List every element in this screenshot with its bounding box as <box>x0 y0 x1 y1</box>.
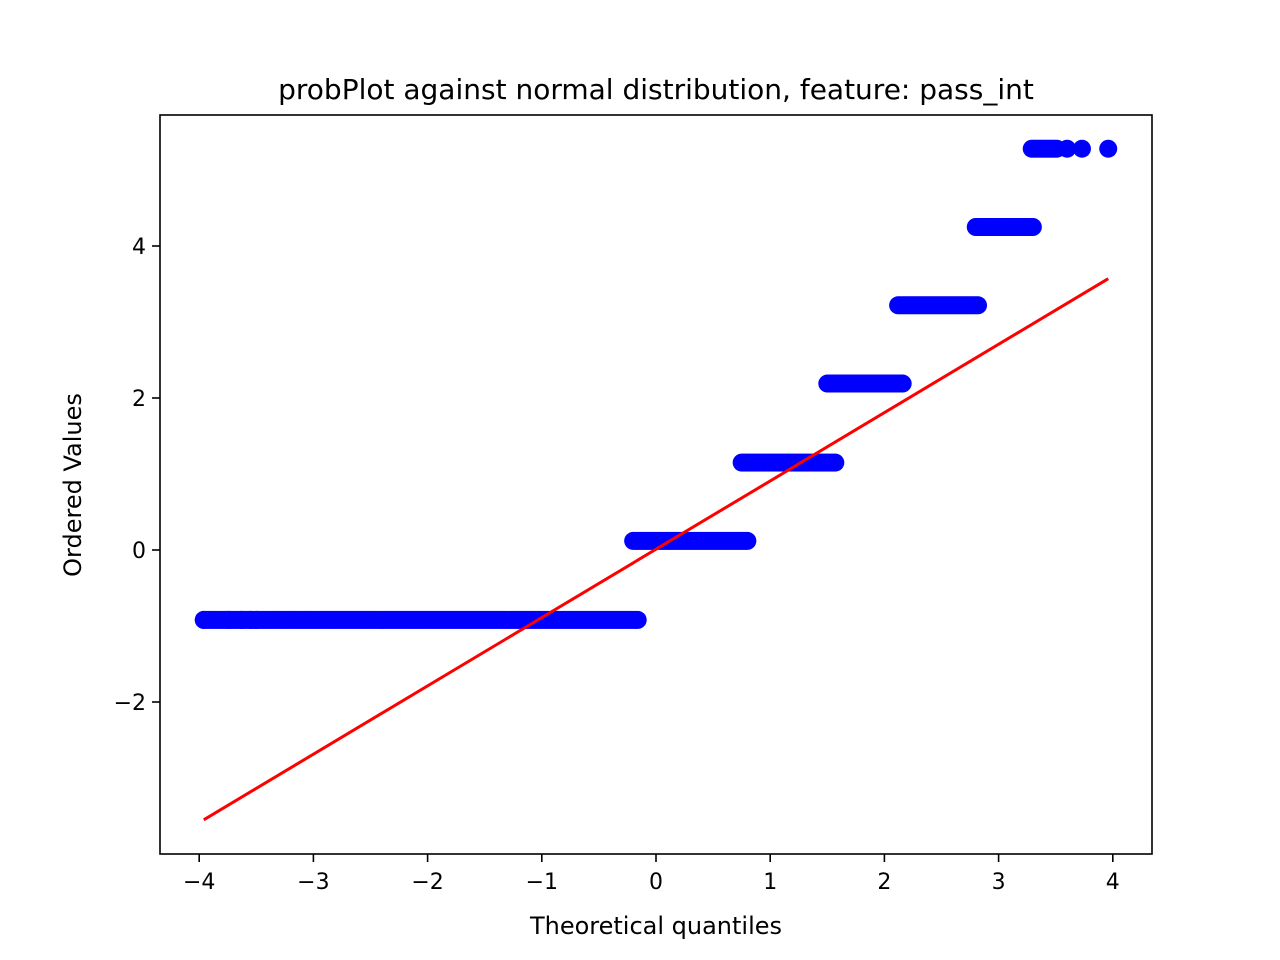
x-tick-label: 2 <box>877 870 891 895</box>
data-point <box>738 531 757 550</box>
x-tick-label: 0 <box>649 870 663 895</box>
data-point <box>893 374 912 393</box>
x-axis: −4 −3 −2 −1 0 1 2 3 4 <box>183 854 1120 895</box>
data-point <box>1099 139 1118 158</box>
x-tick-label: −4 <box>183 870 215 895</box>
x-tick-label: −3 <box>297 870 329 895</box>
chart-title: probPlot against normal distribution, fe… <box>278 73 1034 106</box>
plot-area <box>194 139 1118 629</box>
y-axis-title: Ordered Values <box>59 393 87 577</box>
x-tick-label: −1 <box>526 870 558 895</box>
data-point <box>1047 139 1066 158</box>
data-point <box>1072 139 1091 158</box>
y-axis: −2 0 2 4 <box>114 235 160 716</box>
reference-line-layer <box>202 277 1110 822</box>
y-tick-label: 2 <box>132 387 146 412</box>
y-tick-label: −2 <box>114 691 146 716</box>
y-tick-label: 4 <box>132 235 146 260</box>
x-tick-label: 3 <box>992 870 1006 895</box>
x-axis-title: Theoretical quantiles <box>529 912 782 940</box>
y-tick-label: 0 <box>132 539 146 564</box>
data-point <box>969 296 988 315</box>
fit-line <box>202 277 1110 822</box>
data-point <box>1023 218 1042 236</box>
data-point <box>826 453 845 472</box>
data-point <box>628 610 647 629</box>
x-tick-label: −2 <box>411 870 443 895</box>
x-tick-label: 4 <box>1106 870 1120 895</box>
x-tick-label: 1 <box>763 870 777 895</box>
